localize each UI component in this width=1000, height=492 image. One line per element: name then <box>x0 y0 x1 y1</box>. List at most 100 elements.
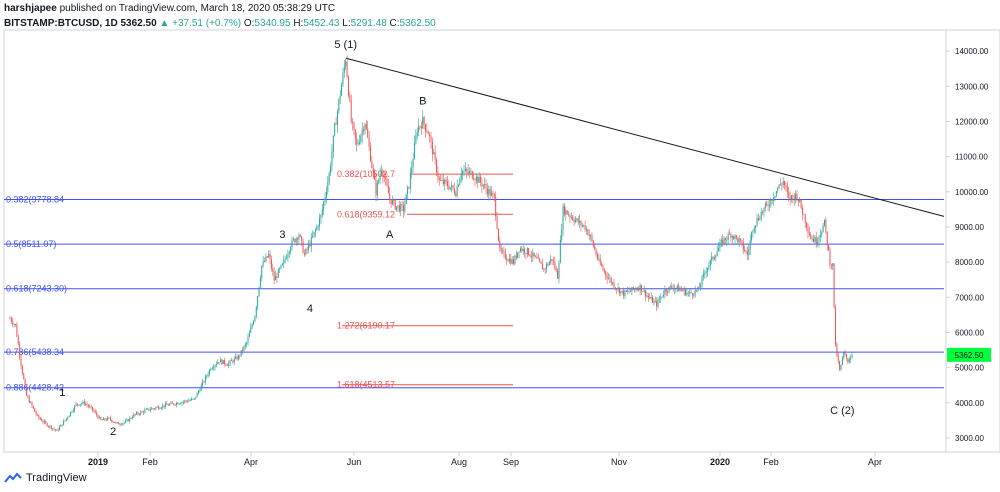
candle-body <box>503 250 505 252</box>
candle-body <box>493 194 495 197</box>
candle-body <box>707 268 709 272</box>
tradingview-brand[interactable]: TradingView <box>26 472 87 484</box>
candle-body <box>131 417 133 419</box>
candle-body <box>477 176 479 183</box>
candle-body <box>496 215 498 229</box>
candle-body <box>280 265 282 269</box>
candle-body <box>153 408 155 410</box>
candle-body <box>680 289 682 291</box>
candle-body <box>314 229 316 232</box>
candle-body <box>702 273 704 277</box>
candle-body <box>733 236 735 239</box>
candle-body <box>213 367 215 369</box>
candle-body <box>447 181 449 186</box>
candle-body <box>746 251 748 256</box>
candle-body <box>369 146 371 162</box>
candle-body <box>199 390 201 392</box>
candle-body <box>617 287 619 290</box>
candle-body <box>328 173 330 183</box>
candle-body <box>270 259 272 269</box>
candle-body <box>832 263 834 266</box>
candle-body <box>391 200 393 205</box>
candle-body <box>451 185 453 188</box>
candle-body <box>841 358 843 365</box>
candle-body <box>741 240 743 243</box>
y-tick-label-3: 11000.00 <box>955 153 988 162</box>
candle-body <box>177 402 179 405</box>
candle-body <box>612 282 614 284</box>
author-name[interactable]: harshjapee <box>4 3 57 14</box>
candle-body <box>126 419 128 421</box>
candle-body <box>335 123 337 125</box>
candle-body <box>334 123 336 136</box>
candle-body <box>281 263 283 266</box>
candle-body <box>784 181 786 186</box>
symbol-line: BITSTAMP:BTCUSD, 1D 5362.50 ▲ +37.51 (+0… <box>4 17 436 30</box>
candle-body <box>360 135 362 142</box>
candle-body <box>676 285 678 289</box>
candle-body <box>581 225 583 227</box>
candle-body <box>10 318 12 322</box>
candle-body <box>71 411 73 413</box>
candle-body <box>145 409 147 411</box>
candle-body <box>319 218 321 227</box>
candle-body <box>164 403 166 407</box>
candle-body <box>123 422 125 424</box>
candle-body <box>193 398 195 400</box>
candle-body <box>598 258 600 260</box>
candle-body <box>817 241 819 245</box>
trendline[interactable] <box>345 57 945 217</box>
candle-body <box>620 290 622 294</box>
candle-body <box>396 206 398 210</box>
candle-body <box>140 411 142 415</box>
candle-body <box>828 245 830 251</box>
candle-body <box>507 260 509 262</box>
candle-body <box>652 296 654 303</box>
candle-body <box>174 404 176 406</box>
candle-body <box>558 262 560 279</box>
candle-body <box>763 207 765 213</box>
candle-body <box>440 180 442 181</box>
candle-body <box>757 218 759 220</box>
candle-body <box>727 233 729 240</box>
candle-body <box>438 177 440 181</box>
candle-body <box>349 95 351 101</box>
candle-body <box>546 264 548 269</box>
wave-label-2: 3 <box>279 229 285 241</box>
candle-body <box>675 288 677 289</box>
candle-body <box>563 205 565 215</box>
x-tick-label-2: Apr <box>244 457 258 467</box>
candle-body <box>774 195 776 199</box>
candle-body <box>551 259 553 261</box>
candle-body <box>151 408 153 410</box>
candle-body <box>149 409 151 411</box>
candle-body <box>107 417 109 421</box>
ohlc-open: O:5340.95 <box>243 18 291 29</box>
candle-body <box>221 359 223 364</box>
candle-body <box>606 275 608 279</box>
candle-body <box>316 226 318 230</box>
candle-body <box>814 237 816 242</box>
candle-body <box>554 261 556 269</box>
candle-body <box>303 252 305 255</box>
candle-body <box>50 425 52 429</box>
last-price: 5362.50 <box>120 18 157 29</box>
candle-body <box>268 254 270 258</box>
candle-body <box>430 136 432 142</box>
candle-body <box>469 171 471 174</box>
candle-body <box>504 251 506 259</box>
candle-body <box>502 250 504 252</box>
candle-body <box>224 360 226 365</box>
candle-body <box>332 135 334 152</box>
candle-body <box>715 255 717 258</box>
candle-body <box>210 369 212 371</box>
candle-body <box>635 289 637 290</box>
candle-body <box>214 365 216 368</box>
candle-body <box>433 151 435 155</box>
candle-body <box>744 249 746 252</box>
candle-body <box>305 249 307 255</box>
candle-body <box>254 316 256 322</box>
candle-body <box>471 171 473 179</box>
candle-body <box>667 291 669 293</box>
